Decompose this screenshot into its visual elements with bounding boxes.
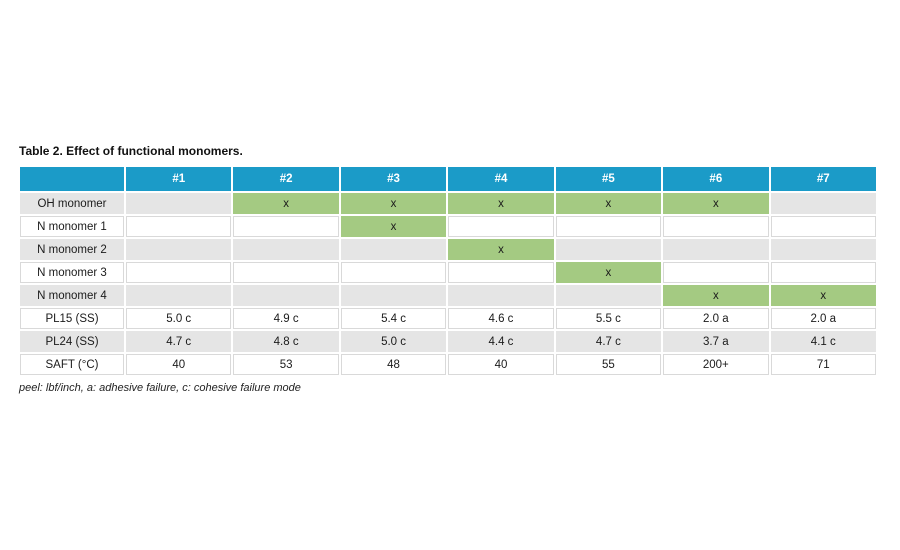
x-mark-cell: x xyxy=(233,193,339,214)
table-cell xyxy=(126,239,232,260)
table-row: SAFT (°C) 40 53 48 40 55 200+ 71 xyxy=(20,354,876,375)
row-label: N monomer 4 xyxy=(20,285,124,306)
table-row: N monomer 1 x xyxy=(20,216,876,237)
x-mark-cell: x xyxy=(555,262,662,283)
table-cell: 40 xyxy=(448,354,554,375)
table-title: Table 2. Effect of functional monomers. xyxy=(19,144,243,158)
x-mark-cell: x xyxy=(663,193,769,214)
column-header-4: #4 xyxy=(448,167,554,191)
column-header-1: #1 xyxy=(126,167,232,191)
table-cell xyxy=(233,285,339,306)
table-cell: 4.4 c xyxy=(448,331,554,352)
functional-monomers-table: #1 #2 #3 #4 #5 #6 #7 OH monomer x x x x x N monomer … xyxy=(18,165,878,377)
table-cell xyxy=(448,262,554,283)
x-mark-cell: x xyxy=(555,193,662,214)
table-cell xyxy=(233,239,339,260)
table-row: N monomer 3 x xyxy=(20,262,876,283)
table-cell xyxy=(233,262,339,283)
table-row: N monomer 2 x xyxy=(20,239,876,260)
table-cell xyxy=(555,239,662,260)
x-mark-cell: x xyxy=(340,216,447,237)
table-cell xyxy=(340,285,447,306)
row-label: N monomer 3 xyxy=(20,262,124,283)
table-cell xyxy=(770,239,876,260)
table-cell: 40 xyxy=(126,354,232,375)
table-cell: 5.4 c xyxy=(340,308,447,329)
table-cell: 48 xyxy=(340,354,447,375)
row-label: PL15 (SS) xyxy=(20,308,124,329)
table-cell: 5.5 c xyxy=(555,308,662,329)
row-label: N monomer 1 xyxy=(20,216,124,237)
column-header-5: #5 xyxy=(555,167,662,191)
table-header-row: #1 #2 #3 #4 #5 #6 #7 xyxy=(20,167,876,191)
column-header-2: #2 xyxy=(233,167,339,191)
column-header-3: #3 xyxy=(340,167,447,191)
table-cell xyxy=(663,262,769,283)
table-cell xyxy=(663,239,769,260)
table-footnote: peel: lbf/inch, a: adhesive failure, c: … xyxy=(19,382,301,394)
x-mark-cell: x xyxy=(340,193,447,214)
table2-section: Table 2. Effect of functional monomers. … xyxy=(18,144,878,395)
table-cell: 3.7 a xyxy=(663,331,769,352)
column-header-6: #6 xyxy=(663,167,769,191)
corner-header-cell xyxy=(20,167,124,191)
table-cell: 2.0 a xyxy=(663,308,769,329)
table-cell: 4.7 c xyxy=(126,331,232,352)
table-cell: 5.0 c xyxy=(126,308,232,329)
table-cell: 71 xyxy=(770,354,876,375)
table-cell xyxy=(126,216,232,237)
table-cell: 4.6 c xyxy=(448,308,554,329)
table-cell: 2.0 a xyxy=(770,308,876,329)
x-mark-cell: x xyxy=(448,193,554,214)
table-cell xyxy=(340,239,447,260)
table-row: OH monomer x x x x x xyxy=(20,193,876,214)
row-label: N monomer 2 xyxy=(20,239,124,260)
table-cell xyxy=(126,193,232,214)
table-cell: 5.0 c xyxy=(340,331,447,352)
table-cell xyxy=(126,285,232,306)
row-label: PL24 (SS) xyxy=(20,331,124,352)
x-mark-cell: x xyxy=(770,285,876,306)
table-cell: 4.1 c xyxy=(770,331,876,352)
table-cell: 55 xyxy=(555,354,662,375)
table-cell: 200+ xyxy=(663,354,769,375)
table-cell xyxy=(770,193,876,214)
table-cell: 4.8 c xyxy=(233,331,339,352)
table-cell xyxy=(555,216,662,237)
x-mark-cell: x xyxy=(663,285,769,306)
row-label: SAFT (°C) xyxy=(20,354,124,375)
table-cell: 4.7 c xyxy=(555,331,662,352)
table-cell: 53 xyxy=(233,354,339,375)
table-cell xyxy=(555,285,662,306)
row-label: OH monomer xyxy=(20,193,124,214)
x-mark-cell: x xyxy=(448,239,554,260)
table-cell xyxy=(663,216,769,237)
table-cell xyxy=(448,216,554,237)
table-cell xyxy=(770,216,876,237)
column-header-7: #7 xyxy=(770,167,876,191)
table-cell xyxy=(340,262,447,283)
table-cell xyxy=(233,216,339,237)
table-cell: 4.9 c xyxy=(233,308,339,329)
table-cell xyxy=(448,285,554,306)
table-cell xyxy=(126,262,232,283)
table-cell xyxy=(770,262,876,283)
